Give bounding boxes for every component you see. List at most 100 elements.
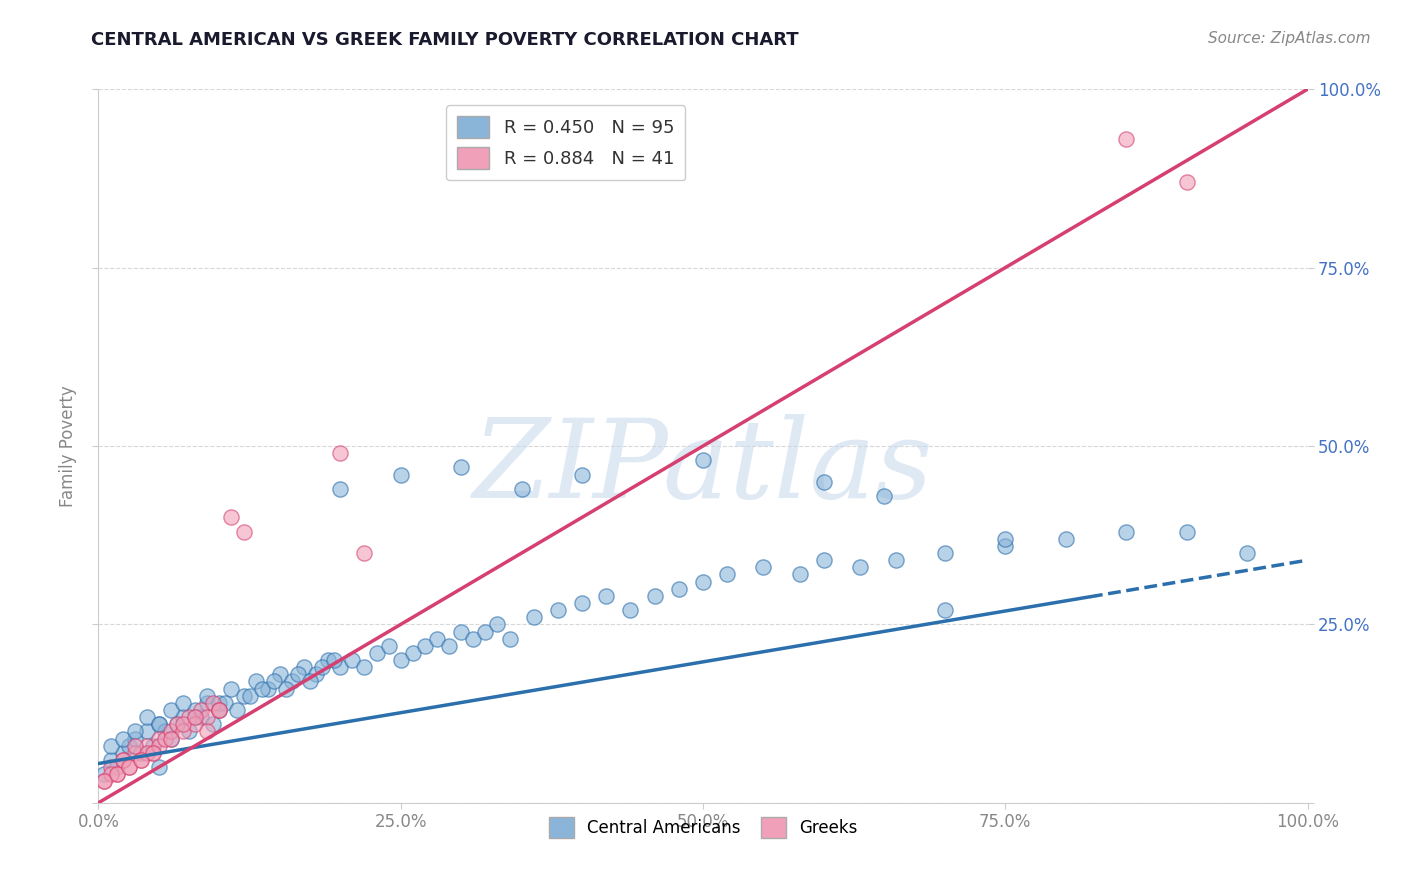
Point: [789, 567, 811, 582]
Point: [172, 724, 194, 739]
Point: [994, 539, 1017, 553]
Point: [135, 739, 157, 753]
Point: [124, 746, 146, 760]
Point: [619, 603, 641, 617]
Point: [437, 639, 460, 653]
Point: [93, 767, 115, 781]
Point: [886, 553, 908, 567]
Point: [571, 596, 593, 610]
Point: [195, 696, 218, 710]
Point: [292, 660, 315, 674]
Point: [124, 731, 146, 746]
Point: [644, 589, 666, 603]
Point: [450, 460, 472, 475]
Point: [342, 653, 364, 667]
Point: [232, 524, 254, 539]
Point: [111, 731, 134, 746]
Point: [263, 674, 285, 689]
Y-axis label: Family Poverty: Family Poverty: [59, 385, 77, 507]
Point: [93, 774, 115, 789]
Point: [426, 632, 449, 646]
Point: [100, 739, 122, 753]
Point: [195, 724, 218, 739]
Point: [353, 660, 375, 674]
Point: [118, 760, 141, 774]
Point: [232, 689, 254, 703]
Point: [450, 624, 472, 639]
Point: [329, 660, 352, 674]
Point: [179, 724, 201, 739]
Point: [208, 703, 231, 717]
Point: [274, 681, 297, 696]
Point: [323, 653, 346, 667]
Point: [160, 703, 183, 717]
Point: [208, 703, 231, 717]
Point: [142, 746, 165, 760]
Point: [402, 646, 425, 660]
Point: [214, 696, 236, 710]
Point: [142, 746, 165, 760]
Point: [208, 696, 231, 710]
Text: Source: ZipAtlas.com: Source: ZipAtlas.com: [1208, 31, 1371, 46]
Point: [389, 653, 412, 667]
Point: [100, 760, 122, 774]
Point: [172, 710, 194, 724]
Point: [486, 617, 509, 632]
Point: [93, 774, 115, 789]
Point: [299, 674, 322, 689]
Point: [547, 603, 569, 617]
Point: [160, 724, 183, 739]
Text: CENTRAL AMERICAN VS GREEK FAMILY POVERTY CORRELATION CHART: CENTRAL AMERICAN VS GREEK FAMILY POVERTY…: [91, 31, 799, 49]
Point: [716, 567, 738, 582]
Point: [160, 731, 183, 746]
Point: [184, 717, 207, 731]
Point: [148, 760, 170, 774]
Text: ZIPatlas: ZIPatlas: [472, 414, 934, 521]
Point: [934, 546, 956, 560]
Point: [239, 689, 262, 703]
Point: [498, 632, 520, 646]
Point: [184, 703, 207, 717]
Point: [184, 710, 207, 724]
Point: [153, 731, 176, 746]
Point: [1115, 524, 1137, 539]
Point: [100, 753, 122, 767]
Point: [190, 710, 212, 724]
Point: [510, 482, 533, 496]
Point: [148, 739, 170, 753]
Point: [202, 717, 225, 731]
Point: [166, 717, 188, 731]
Point: [366, 646, 388, 660]
Point: [135, 724, 157, 739]
Point: [202, 696, 225, 710]
Point: [129, 753, 152, 767]
Point: [148, 731, 170, 746]
Point: [118, 760, 141, 774]
Point: [172, 696, 194, 710]
Point: [142, 739, 165, 753]
Point: [281, 674, 304, 689]
Point: [129, 746, 152, 760]
Point: [153, 724, 176, 739]
Point: [111, 746, 134, 760]
Point: [813, 553, 835, 567]
Point: [523, 610, 546, 624]
Point: [135, 710, 157, 724]
Point: [1115, 132, 1137, 146]
Point: [1175, 524, 1198, 539]
Point: [105, 767, 128, 781]
Point: [752, 560, 775, 574]
Point: [329, 446, 352, 460]
Point: [994, 532, 1017, 546]
Point: [595, 589, 617, 603]
Point: [208, 703, 231, 717]
Point: [135, 746, 157, 760]
Point: [287, 667, 309, 681]
Point: [377, 639, 399, 653]
Point: [100, 767, 122, 781]
Point: [184, 710, 207, 724]
Point: [413, 639, 436, 653]
Point: [148, 717, 170, 731]
Point: [105, 760, 128, 774]
Point: [148, 717, 170, 731]
